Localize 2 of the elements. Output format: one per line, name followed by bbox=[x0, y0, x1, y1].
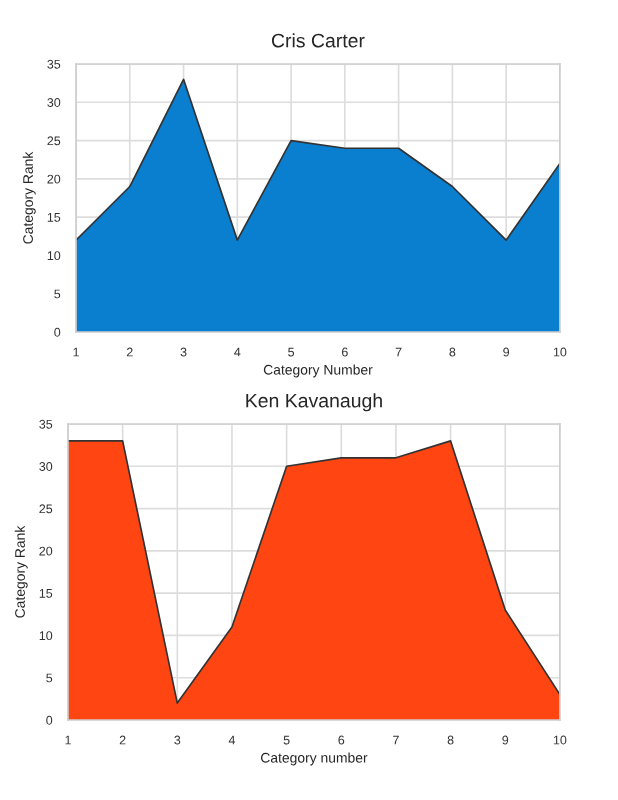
chart-title: Ken Kavanaugh bbox=[246, 393, 382, 412]
chart-title: Cris Carter bbox=[271, 33, 365, 48]
